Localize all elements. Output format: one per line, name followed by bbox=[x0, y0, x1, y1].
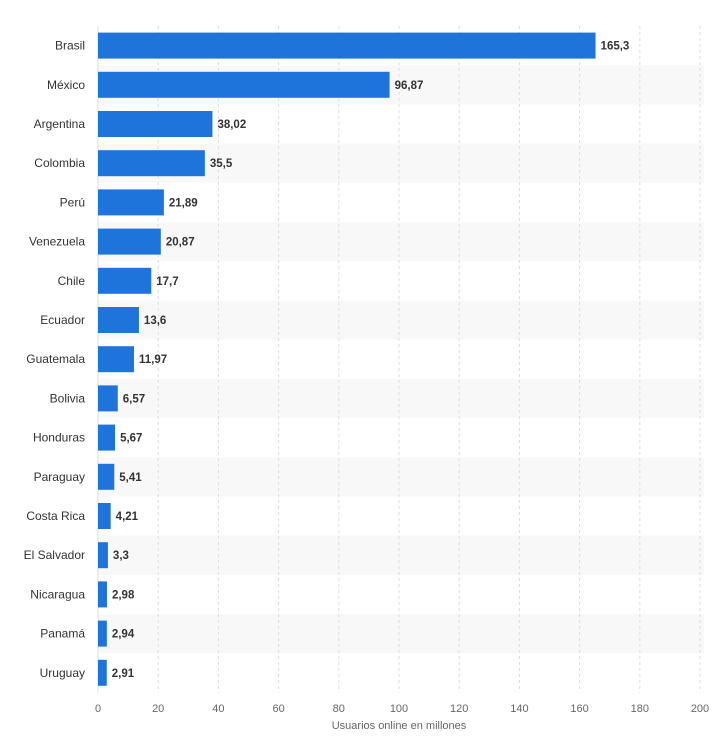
x-tick-label: 20 bbox=[152, 703, 164, 715]
bars bbox=[98, 32, 596, 686]
value-label: 2,91 bbox=[112, 668, 135, 680]
value-labels: 165,3 96,87 38,02 35,5 21,89 20,87 17,7 13,6 11,… bbox=[112, 41, 630, 680]
x-tick-label: 160 bbox=[570, 703, 588, 715]
x-axis-title: Usuarios online en millones bbox=[332, 720, 467, 732]
value-label: 4,21 bbox=[116, 511, 139, 523]
row-band bbox=[98, 535, 704, 575]
value-label: 38,02 bbox=[217, 119, 246, 131]
bar bbox=[98, 189, 164, 216]
x-tick-label: 0 bbox=[95, 703, 101, 715]
row-band bbox=[98, 614, 704, 654]
value-label: 5,41 bbox=[119, 472, 142, 484]
x-tick-label: 120 bbox=[450, 703, 468, 715]
category-label: Argentina bbox=[34, 117, 86, 131]
row-band bbox=[98, 300, 704, 340]
bar bbox=[98, 267, 152, 294]
bar bbox=[98, 228, 161, 255]
category-label: Honduras bbox=[33, 431, 85, 445]
category-label: Uruguay bbox=[40, 666, 85, 680]
value-label: 5,67 bbox=[120, 433, 142, 445]
bar bbox=[98, 542, 108, 569]
value-label: 35,5 bbox=[210, 158, 233, 170]
x-tick-label: 180 bbox=[631, 703, 649, 715]
value-label: 165,3 bbox=[601, 41, 630, 53]
row-band bbox=[98, 378, 704, 418]
x-tick-label: 200 bbox=[691, 703, 709, 715]
category-labels: Brasil México Argentina Colombia Perú Venezue… bbox=[24, 39, 86, 680]
value-label: 6,57 bbox=[123, 393, 145, 405]
category-label: Colombia bbox=[34, 156, 85, 170]
bar bbox=[98, 659, 107, 686]
bar bbox=[98, 385, 118, 412]
category-label: Guatemala bbox=[26, 352, 85, 366]
x-axis-ticks: 0 20 40 60 80 100 120 140 160 180 200 bbox=[95, 703, 709, 715]
row-band bbox=[98, 222, 704, 262]
category-label: Venezuela bbox=[29, 235, 85, 249]
category-label: Nicaragua bbox=[30, 587, 85, 601]
bar bbox=[98, 424, 116, 451]
bar bbox=[98, 71, 390, 98]
category-label: Chile bbox=[58, 274, 86, 288]
category-label: Costa Rica bbox=[26, 509, 85, 523]
value-label: 96,87 bbox=[395, 80, 424, 92]
row-band bbox=[98, 457, 704, 497]
value-label: 3,3 bbox=[113, 550, 129, 562]
category-label: Panamá bbox=[40, 627, 85, 641]
bar bbox=[98, 346, 135, 373]
x-tick-label: 80 bbox=[333, 703, 345, 715]
bar bbox=[98, 581, 107, 608]
x-tick-label: 140 bbox=[510, 703, 528, 715]
category-label: Paraguay bbox=[34, 470, 85, 484]
x-tick-label: 40 bbox=[212, 703, 224, 715]
bar bbox=[98, 150, 205, 177]
bar bbox=[98, 620, 107, 647]
row-bands bbox=[98, 65, 704, 654]
value-label: 21,89 bbox=[169, 197, 198, 209]
bar bbox=[98, 463, 115, 490]
category-label: México bbox=[47, 78, 85, 92]
bar bbox=[98, 111, 213, 137]
value-label: 13,6 bbox=[144, 315, 166, 327]
category-label: Perú bbox=[60, 195, 85, 209]
bar bbox=[98, 503, 111, 529]
value-label: 20,87 bbox=[166, 237, 195, 249]
category-label: El Salvador bbox=[24, 548, 85, 562]
x-tick-label: 100 bbox=[390, 703, 408, 715]
bar bbox=[98, 307, 139, 333]
x-tick-label: 60 bbox=[272, 703, 284, 715]
bar bbox=[98, 32, 596, 59]
category-label: Brasil bbox=[55, 39, 85, 53]
category-label: Ecuador bbox=[40, 313, 85, 327]
value-label: 2,94 bbox=[112, 629, 135, 641]
value-label: 11,97 bbox=[139, 354, 167, 366]
value-label: 2,98 bbox=[112, 589, 135, 601]
value-label: 17,7 bbox=[156, 276, 178, 288]
category-label: Bolivia bbox=[50, 391, 86, 405]
